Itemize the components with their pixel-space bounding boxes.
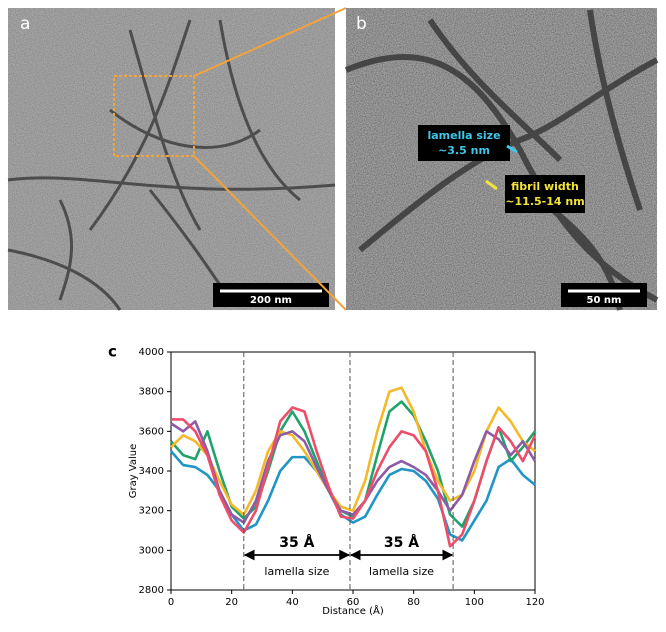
scale-bar-label: 50 nm [587,295,622,306]
panel-label: a [20,14,30,34]
span-label-bg [379,535,424,551]
span-note: lamella size [264,565,329,578]
x-tick-label: 80 [407,597,420,608]
y-tick-label: 2800 [139,585,164,596]
series-line [170,386,536,516]
scale-bar-label: 200 nm [250,295,292,306]
y-tick-label: 3000 [139,545,164,556]
x-tick-label: 100 [465,597,484,608]
annotation-text: ~3.5 nm [438,144,490,157]
y-tick-label: 3200 [139,506,164,517]
annotation-text: fibril width [511,180,579,193]
x-axis-label: Distance (Å) [322,604,384,617]
span-label: 35 Å [384,534,419,551]
panel-label: c [108,343,117,361]
span-label: 35 Å [279,534,314,551]
scale-bar-box [561,283,647,307]
scale-bar-box [213,283,329,307]
micrograph-a [7,8,336,311]
panel-label: b [356,14,367,34]
y-tick-label: 3600 [139,426,164,437]
y-tick-label: 3400 [139,466,164,477]
x-tick-label: 40 [286,597,299,608]
x-tick-label: 0 [168,597,174,608]
annotation-box [505,175,585,213]
zoom-line [193,7,347,77]
annotation-arrow [506,144,518,154]
y-tick-label: 3800 [139,387,164,398]
series-line [170,420,537,524]
y-axis-label: Gray Value [128,444,139,499]
series-line [170,450,536,542]
series-line [171,406,537,548]
span-label-bg [274,535,319,551]
x-tick-label: 120 [525,597,544,608]
y-tick-label: 4000 [139,347,164,358]
x-tick-label: 20 [225,597,238,608]
zoom-line [193,155,347,311]
annotation-text: lamella size [427,129,500,142]
annotation-arrow [485,179,498,191]
annotation-box [418,125,510,161]
x-tick-label: 60 [347,597,360,608]
annotation-text: ~11.5-14 nm [505,195,584,208]
span-note: lamella size [369,565,434,578]
